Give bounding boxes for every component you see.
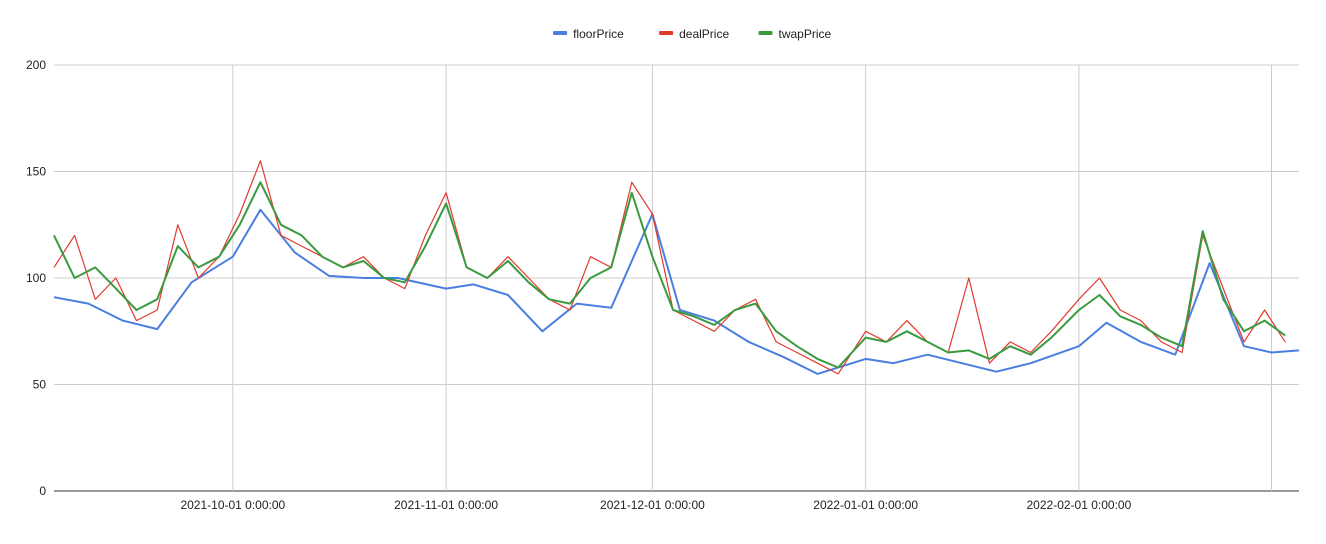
twapPrice-legend-label: twapPrice <box>779 27 832 41</box>
twapPrice-legend-swatch <box>758 31 773 35</box>
y-tick-label: 100 <box>26 271 46 285</box>
y-tick-label: 150 <box>26 165 46 179</box>
dealPrice-line <box>53 160 1286 375</box>
axes: 0 50 100 150 200 2021-10-01 0:00:00 2021-11-01… <box>26 58 1132 512</box>
y-tick-label: 0 <box>39 484 46 498</box>
floorPrice-legend-label: floorPrice <box>573 27 624 41</box>
series-lines <box>53 160 1300 375</box>
dealPrice-legend-label: dealPrice <box>679 27 729 41</box>
floorPrice-legend-swatch <box>553 31 568 35</box>
x-tick-label: 2022-02-01 0:00:00 <box>1027 498 1132 512</box>
twapPrice-line <box>53 181 1286 369</box>
floorPrice-line <box>53 208 1300 375</box>
x-tick-label: 2021-12-01 0:00:00 <box>600 498 705 512</box>
dealPrice-legend-swatch <box>659 31 674 35</box>
x-tick-label: 2021-10-01 0:00:00 <box>180 498 285 512</box>
x-tick-label: 2021-11-01 0:00:00 <box>394 498 498 512</box>
grid-lines <box>54 64 1299 492</box>
legend: floorPrice dealPrice twapPrice <box>553 27 832 41</box>
x-tick-label: 2022-01-01 0:00:00 <box>813 498 918 512</box>
y-tick-label: 50 <box>33 378 47 392</box>
y-tick-label: 200 <box>26 58 46 72</box>
